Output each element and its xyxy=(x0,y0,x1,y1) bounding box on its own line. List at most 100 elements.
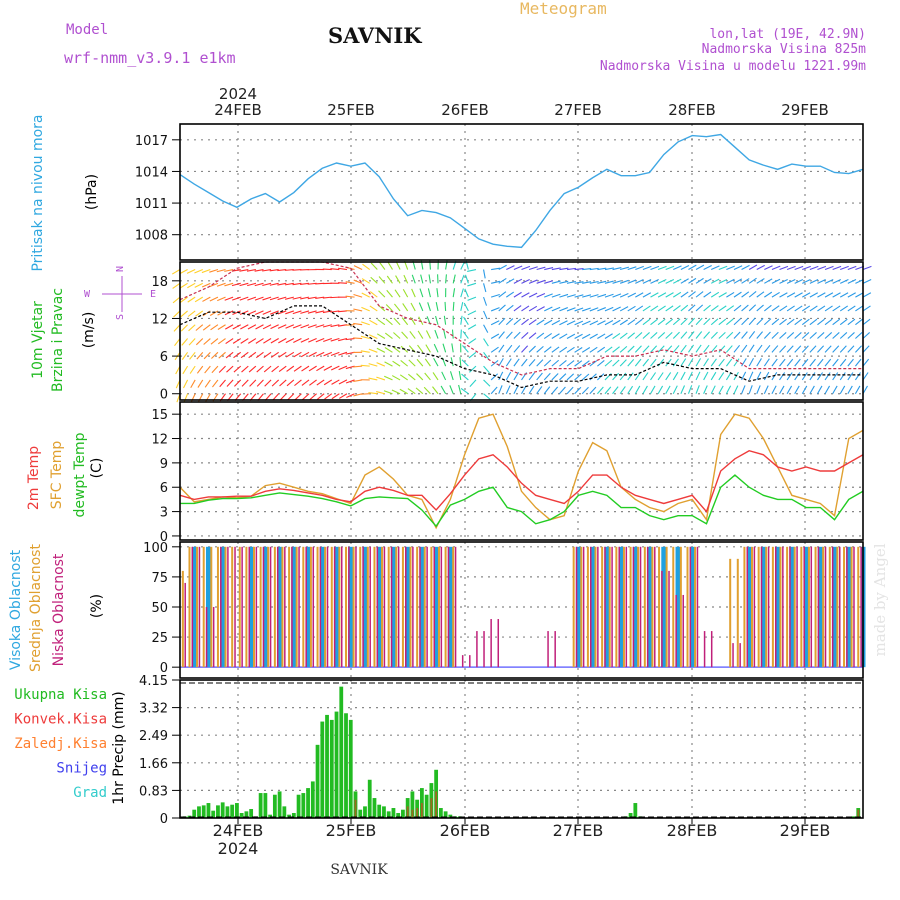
wind-arrow xyxy=(551,280,561,284)
wind-arrow xyxy=(173,310,181,318)
wind-arrow xyxy=(249,379,257,387)
wind-arrow xyxy=(635,265,644,271)
wind-arrow xyxy=(395,275,401,284)
precip-total-bar xyxy=(377,804,382,818)
wind-arrow xyxy=(256,379,264,387)
wind-arrow xyxy=(559,333,568,340)
compass-north: N xyxy=(115,266,126,272)
wind-arrow xyxy=(582,268,592,271)
wind-arrow xyxy=(277,282,287,286)
wind-arrow xyxy=(809,358,816,367)
wind-arrow xyxy=(741,291,750,298)
wind-arrow xyxy=(346,393,355,398)
wind-arrow xyxy=(315,324,325,328)
wind-arrow xyxy=(551,293,561,298)
cloud-low-bar xyxy=(305,546,307,668)
cloud-high-bar xyxy=(405,546,411,668)
wind-arrow xyxy=(419,288,424,298)
temperature-panel xyxy=(179,413,864,530)
temp-label-sfc: SFC Temp xyxy=(49,441,65,510)
wind-arrow xyxy=(832,385,838,395)
wind-arrow xyxy=(369,305,378,312)
wind-arrow xyxy=(323,338,332,342)
wind-arrow xyxy=(284,282,294,286)
precip-total-bar xyxy=(386,811,391,818)
wind-arrow xyxy=(771,318,780,326)
wind-arrow xyxy=(316,365,325,372)
cloud-high-bar xyxy=(248,546,254,668)
wind-arrow xyxy=(779,279,788,284)
wind-arrow xyxy=(190,379,196,389)
y-tick-label: 1014 xyxy=(135,165,168,180)
wind-arrow xyxy=(451,329,454,339)
wind-arrow xyxy=(695,331,703,339)
cloud-high-bar xyxy=(632,546,638,668)
wind-arrow xyxy=(483,379,491,387)
wind-arrow xyxy=(703,291,712,298)
wind-arrow xyxy=(461,359,469,367)
wind-arrow xyxy=(642,305,651,312)
cloud-low-bar xyxy=(483,631,485,668)
wind-arrow xyxy=(794,345,802,353)
wind-arrow xyxy=(862,358,870,367)
wind-arrow xyxy=(574,347,583,353)
wind-arrow xyxy=(308,365,317,372)
wind-arrow xyxy=(315,282,325,285)
wind-arrow xyxy=(597,359,605,367)
wind-arrow xyxy=(703,385,708,394)
wind-arrow xyxy=(521,305,530,312)
wind-arrow xyxy=(271,365,280,373)
wind-arrow xyxy=(490,373,499,381)
wind-arrow xyxy=(574,333,583,340)
wind-arrow xyxy=(764,265,773,271)
wind-arrow xyxy=(779,372,786,381)
wind-arrow xyxy=(286,365,295,372)
wind-arrow xyxy=(210,324,219,331)
station-title: SAVNIK xyxy=(328,23,422,48)
precip-total-bar xyxy=(448,814,453,818)
wind-arrow xyxy=(627,359,635,367)
wind-arrow xyxy=(665,305,674,312)
wind-arrow xyxy=(194,282,204,288)
precip-total-bar xyxy=(211,810,216,818)
wind-arrow xyxy=(337,267,348,271)
cloud-low-bar xyxy=(405,546,407,668)
wind-arrow xyxy=(680,358,687,367)
wind-arrow xyxy=(817,345,825,353)
cloud-mid-bar xyxy=(572,546,575,668)
wind-arrow xyxy=(680,265,690,271)
wind-arrow xyxy=(559,386,566,395)
wind-arrow xyxy=(361,321,370,326)
bottom-date-label: 28FEB xyxy=(667,821,718,840)
wind-arrow xyxy=(368,392,378,395)
wind-arrow xyxy=(248,365,257,373)
wind-arrow xyxy=(361,278,371,284)
wind-arrow xyxy=(195,324,204,331)
y-tick-label: 0.83 xyxy=(139,784,168,799)
wind-arrow xyxy=(574,386,582,395)
cloud-high-bar xyxy=(604,546,610,668)
wind-arrow xyxy=(680,371,686,381)
wind-arrow xyxy=(604,306,614,312)
wind-arrow xyxy=(278,351,287,358)
cloud-high-bar xyxy=(846,546,852,668)
wind-arrow xyxy=(464,274,469,284)
wind-arrow xyxy=(254,296,264,301)
wind-arrow xyxy=(726,331,734,339)
wind-arrow xyxy=(680,291,689,298)
temp-dewpt-line xyxy=(180,474,864,528)
cloud-low-bar xyxy=(461,655,464,668)
cloud-mid-bar xyxy=(800,546,803,668)
wind-arrow xyxy=(817,318,825,326)
wind-arrow xyxy=(566,307,576,312)
precip-conv-bar xyxy=(416,808,419,818)
cloud-low-bar xyxy=(497,619,500,668)
wind-arrow xyxy=(794,305,803,312)
wind-arrow xyxy=(353,393,363,397)
wind-arrow xyxy=(817,332,825,339)
wind-arrow xyxy=(672,305,681,312)
wind-arrow xyxy=(817,265,827,271)
wind-arrow xyxy=(862,332,871,339)
wind-arrow xyxy=(566,280,576,284)
wind-arrow xyxy=(483,283,487,293)
